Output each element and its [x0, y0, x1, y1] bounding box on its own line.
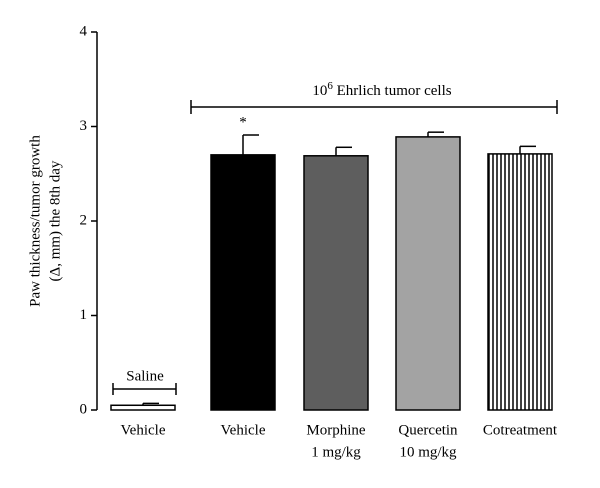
- tumor-base: 10: [312, 83, 327, 99]
- y-tick-label: 0: [80, 401, 88, 417]
- tumor-label: 106 Ehrlich tumor cells: [312, 80, 451, 100]
- error-bar: [242, 134, 259, 155]
- saline-label: Saline: [126, 368, 164, 384]
- bar: [395, 136, 461, 411]
- x-tick-label: 1 mg/kg: [311, 444, 361, 460]
- y-axis-label: (Δ, mm) the 8th day: [47, 160, 63, 281]
- bar: [110, 404, 176, 411]
- tumor-bracket: [190, 100, 558, 114]
- x-tick-label: Morphine: [306, 422, 366, 438]
- x-tick-label: 10 mg/kg: [399, 444, 457, 460]
- tumor-text: Ehrlich tumor cells: [333, 83, 452, 99]
- bar: [487, 153, 553, 411]
- x-tick-label: Quercetin: [398, 422, 458, 438]
- x-tick-label: Vehicle: [121, 422, 166, 438]
- saline-bracket: [112, 383, 177, 395]
- y-axis-label: Paw thickness/tumor growth: [27, 135, 43, 307]
- error-bar: [519, 145, 536, 154]
- x-tick-label: Cotreatment: [483, 422, 558, 438]
- y-tick-label: 3: [80, 118, 88, 134]
- y-tick-label: 4: [80, 23, 88, 39]
- tumor-superscript: 6: [327, 80, 333, 92]
- error-bar: [427, 131, 444, 137]
- bar: [303, 155, 369, 411]
- bar: [210, 154, 276, 411]
- error-bar: [142, 402, 159, 406]
- x-tick-label: Vehicle: [221, 422, 266, 438]
- error-bar: [335, 146, 352, 156]
- y-tick-label: 2: [80, 212, 88, 228]
- y-tick-label: 1: [80, 307, 88, 323]
- significance-mark: *: [239, 114, 247, 130]
